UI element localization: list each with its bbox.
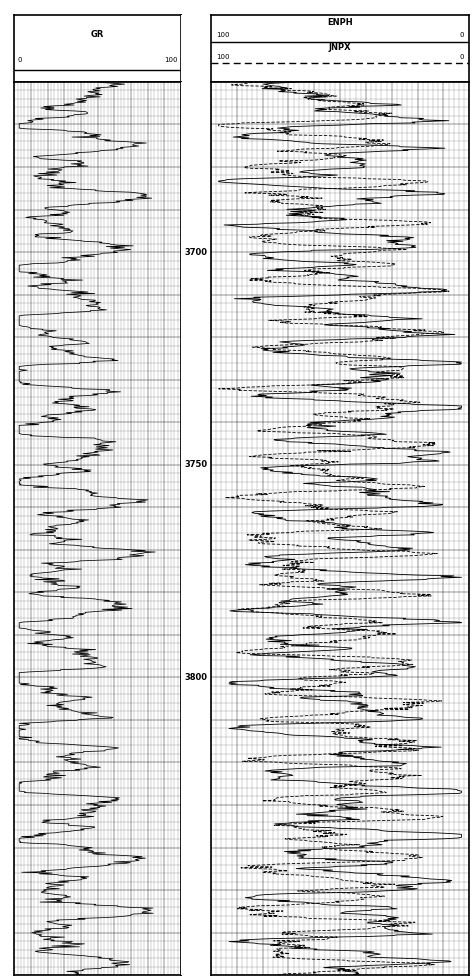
Text: ENPH: ENPH xyxy=(327,19,353,27)
Text: 100: 100 xyxy=(216,54,229,60)
Text: GR: GR xyxy=(91,30,104,39)
Text: 100: 100 xyxy=(164,57,178,63)
Text: JNPX: JNPX xyxy=(329,43,351,52)
Text: 3750: 3750 xyxy=(184,461,208,469)
Text: 3800: 3800 xyxy=(184,673,208,682)
Text: 0: 0 xyxy=(18,57,22,63)
Text: 3700: 3700 xyxy=(184,248,208,257)
Text: 100: 100 xyxy=(216,32,229,38)
Text: 0: 0 xyxy=(460,54,464,60)
Text: 0: 0 xyxy=(460,32,464,38)
